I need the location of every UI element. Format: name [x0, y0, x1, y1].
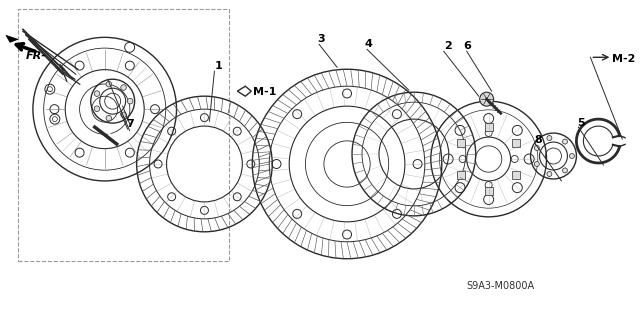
Circle shape — [547, 172, 552, 176]
Text: 3: 3 — [317, 34, 324, 44]
Text: S9A3-M0800A: S9A3-M0800A — [467, 281, 535, 291]
Circle shape — [127, 98, 133, 104]
Polygon shape — [457, 139, 465, 147]
Circle shape — [94, 106, 100, 112]
Circle shape — [106, 81, 111, 87]
Circle shape — [106, 115, 111, 121]
Text: 2: 2 — [444, 41, 452, 51]
Circle shape — [480, 92, 493, 106]
Text: 8: 8 — [534, 135, 542, 145]
Circle shape — [563, 139, 568, 144]
Circle shape — [94, 91, 100, 96]
Circle shape — [534, 145, 540, 151]
Circle shape — [121, 85, 126, 90]
Text: 5: 5 — [577, 118, 585, 128]
Polygon shape — [237, 86, 252, 96]
Polygon shape — [457, 171, 465, 179]
Polygon shape — [512, 139, 520, 147]
Circle shape — [121, 112, 126, 118]
Polygon shape — [512, 171, 520, 179]
Text: 4: 4 — [365, 39, 373, 49]
Text: FR-: FR- — [26, 51, 47, 61]
Polygon shape — [484, 187, 493, 195]
Circle shape — [563, 168, 568, 173]
Circle shape — [547, 136, 552, 140]
Polygon shape — [6, 35, 18, 42]
Text: M-1: M-1 — [253, 87, 276, 97]
Text: 7: 7 — [127, 119, 134, 129]
Circle shape — [534, 161, 540, 167]
Text: 6: 6 — [464, 41, 472, 51]
Polygon shape — [484, 123, 493, 131]
Text: M-2: M-2 — [612, 54, 636, 64]
Circle shape — [570, 153, 575, 159]
Text: 1: 1 — [214, 61, 222, 71]
